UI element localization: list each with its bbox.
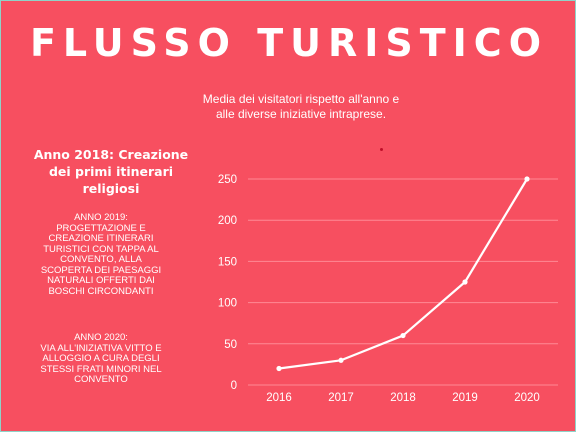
note-2019: ANNO 2019: PROGETTAZIONE E CREAZIONE ITI… (40, 212, 162, 297)
y-tick-label: 0 (231, 380, 237, 392)
data-point (462, 279, 468, 285)
series-line (278, 178, 528, 370)
x-tick-label: 2020 (514, 392, 540, 404)
y-tick-label: 50 (224, 339, 237, 351)
note-2018-heading: Anno 2018: Creazione dei primi itinerari… (33, 147, 189, 196)
data-point (400, 332, 406, 339)
y-tick-label: 200 (218, 215, 237, 227)
y-tick-label: 250 (218, 174, 237, 186)
x-tick-label: 2016 (266, 392, 292, 404)
y-tick-label: 150 (218, 256, 237, 268)
y-tick-label: 100 (218, 298, 237, 310)
data-point (276, 365, 282, 372)
note-2020: ANNO 2020: VIA ALL'INIZIATIVA VITTO E AL… (40, 332, 162, 385)
page-title: FLUSSO TURISTICO (29, 21, 549, 65)
x-tick-label: 2018 (390, 392, 416, 404)
data-point (338, 357, 344, 363)
data-point (524, 176, 530, 182)
x-tick-label: 2017 (328, 392, 354, 404)
decorative-dot (380, 148, 383, 151)
x-tick-label: 2019 (452, 392, 478, 404)
chart-subtitle: Media dei visitatori rispetto all'anno e… (202, 92, 400, 121)
